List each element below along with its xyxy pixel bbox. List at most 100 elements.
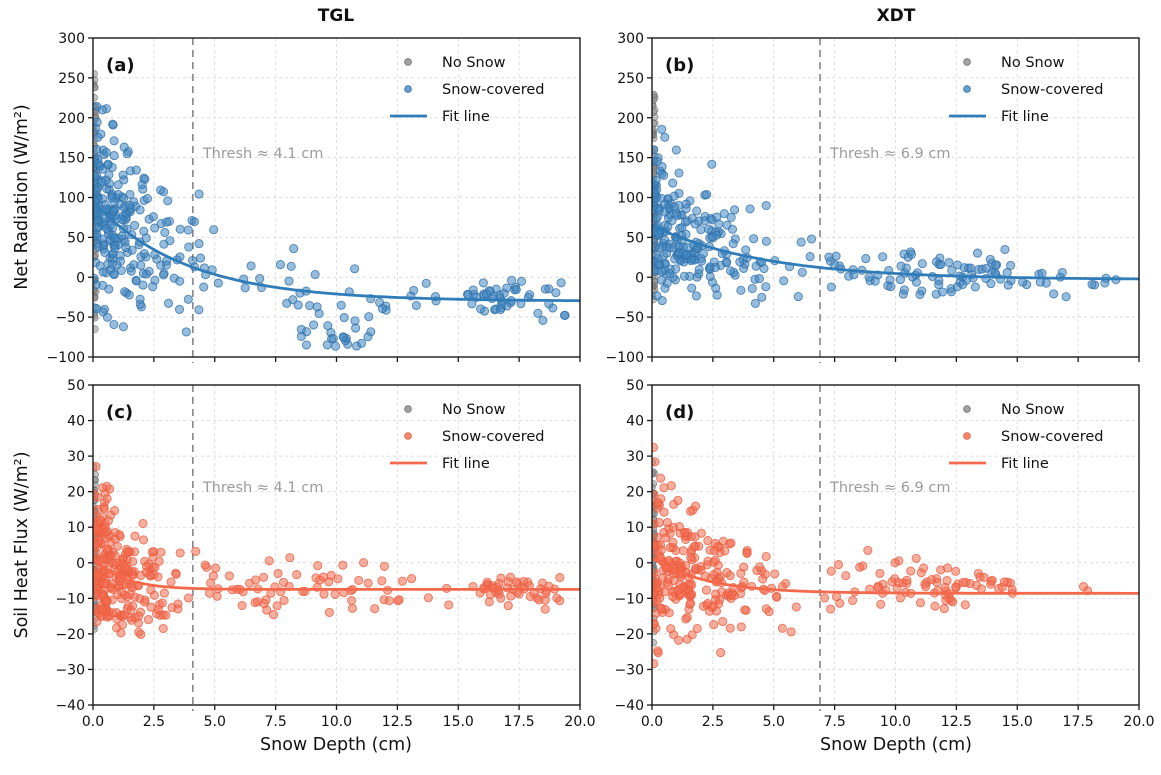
snow-covered-point: [770, 569, 780, 579]
snow-covered-point: [958, 279, 968, 289]
snow-covered-point: [660, 283, 670, 293]
snow-covered-point: [110, 243, 120, 253]
y-tick-label: 50: [67, 378, 85, 394]
snow-covered-point: [652, 568, 659, 578]
no-snow-point: [652, 108, 658, 116]
snow-covered-point: [689, 542, 699, 552]
snow-covered-point: [99, 579, 109, 589]
legend-marker-snow: [404, 432, 412, 440]
snow-covered-point: [741, 245, 751, 255]
snow-covered-point: [976, 584, 986, 594]
y-axis-label-net-radiation: Net Radiation (W/m²): [12, 104, 32, 290]
snow-covered-point: [250, 597, 260, 608]
snow-covered-point: [951, 566, 961, 576]
no-snow-point: [93, 93, 98, 102]
y-tick-label: −20: [614, 627, 644, 643]
snow-covered-point: [793, 292, 803, 302]
plot-area: [652, 442, 1139, 669]
snow-covered-point: [654, 518, 664, 528]
panel-letter: (c): [106, 402, 133, 423]
snow-covered-point: [555, 572, 565, 583]
snow-covered-point: [687, 283, 697, 293]
legend-marker-snow: [963, 85, 971, 93]
plot-area: [93, 70, 580, 351]
x-tick-label: 7.5: [264, 714, 286, 730]
snow-covered-point: [272, 601, 282, 611]
snow-covered-point: [171, 569, 181, 579]
snow-covered-point: [96, 177, 106, 187]
snow-covered-point: [652, 188, 660, 198]
snow-covered-point: [701, 585, 712, 595]
snow-covered-point: [175, 224, 185, 234]
snow-covered-point: [98, 280, 108, 290]
x-tick-label: 15.0: [1002, 714, 1033, 730]
y-tick-label: −50: [55, 310, 85, 326]
snow-covered-point: [157, 598, 167, 608]
snow-covered-point: [664, 243, 675, 253]
no-snow-point: [93, 70, 98, 78]
snow-covered-point: [703, 224, 714, 234]
y-tick-label: −100: [606, 350, 644, 366]
snow-covered-point: [728, 239, 738, 249]
snow-covered-point: [108, 119, 118, 129]
snow-covered-point: [212, 591, 222, 601]
snow-covered-point: [282, 298, 292, 308]
snow-covered-point: [538, 315, 548, 325]
snow-covered-point: [286, 261, 296, 271]
snow-covered-point: [761, 200, 771, 211]
snow-covered-point: [982, 263, 992, 273]
snow-covered-point: [421, 278, 431, 288]
snow-covered-point: [138, 280, 148, 290]
snow-covered-point: [721, 258, 732, 268]
snow-covered-point: [540, 604, 550, 614]
snow-covered-point: [1087, 279, 1097, 289]
snow-covered-point: [663, 222, 673, 232]
snow-covered-point: [159, 187, 169, 197]
legend: No Snow Snow-covered Fit line: [390, 402, 544, 472]
snow-covered-point: [194, 305, 204, 315]
legend-label-snow: Snow-covered: [442, 429, 544, 445]
snow-covered-point: [93, 186, 102, 196]
snow-covered-point: [310, 269, 320, 280]
snow-covered-point: [209, 225, 219, 235]
legend-marker-snow: [404, 85, 412, 93]
snow-covered-point: [930, 601, 940, 611]
snow-covered-point: [915, 598, 926, 608]
snow-covered-point: [540, 284, 550, 294]
snow-covered-point: [93, 117, 102, 127]
legend-label-no_snow: No Snow: [442, 55, 506, 71]
snow-covered-point: [126, 266, 136, 276]
snow-covered-point: [656, 193, 666, 203]
snow-covered-point: [136, 260, 146, 270]
snow-covered-point: [330, 341, 341, 351]
snow-covered-point: [559, 310, 570, 320]
snow-covered-point: [720, 546, 730, 556]
fit-line: [93, 200, 580, 303]
snow-covered-point: [939, 604, 949, 614]
snow-covered-point: [333, 574, 343, 584]
panel-letter: (a): [106, 55, 135, 76]
snow-covered-point: [708, 601, 719, 611]
snow-covered-point: [138, 535, 149, 545]
snow-covered-point: [394, 595, 404, 605]
snow-covered-point: [675, 580, 685, 590]
snow-covered-point: [895, 275, 905, 285]
plot-area: [93, 462, 580, 639]
snow-covered-point: [150, 223, 160, 233]
snow-covered-point: [184, 242, 194, 252]
snow-covered-point: [183, 294, 193, 304]
snow-covered-point: [942, 563, 953, 573]
snow-covered-point: [338, 560, 348, 570]
snow-covered-point: [314, 308, 324, 319]
snow-covered-point: [279, 595, 289, 605]
snow-covered-point: [244, 578, 255, 588]
y-tick-label: 100: [58, 191, 85, 207]
snow-covered-point: [194, 189, 204, 199]
snow-covered-point: [347, 595, 357, 606]
snow-covered-point: [709, 620, 719, 630]
snow-covered-point: [691, 291, 701, 301]
snow-covered-point: [761, 604, 771, 614]
snow-covered-point: [960, 600, 970, 610]
snow-covered-point: [761, 236, 771, 246]
